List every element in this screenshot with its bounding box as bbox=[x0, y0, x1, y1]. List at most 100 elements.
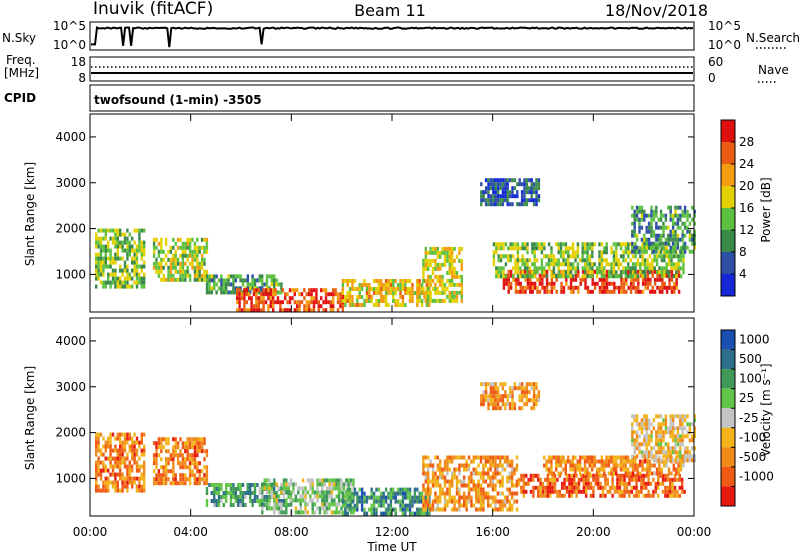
power-cell bbox=[107, 240, 110, 245]
velocity-cell bbox=[491, 459, 495, 464]
velocity-cell bbox=[633, 414, 636, 419]
power-cell bbox=[691, 241, 694, 246]
velocity-cell bbox=[205, 487, 209, 491]
velocity-cell bbox=[265, 483, 269, 487]
velocity-cell bbox=[532, 485, 535, 490]
power-cell bbox=[637, 285, 640, 290]
velocity-cell bbox=[686, 446, 689, 451]
power-cell bbox=[586, 285, 590, 290]
velocity-cell bbox=[627, 467, 630, 472]
velocity-colorbar-tick-label: -100 bbox=[739, 430, 766, 444]
power-cell bbox=[436, 278, 439, 283]
velocity-cell bbox=[460, 495, 463, 500]
velocity-cell bbox=[443, 503, 447, 508]
velocity-cell bbox=[249, 499, 252, 503]
velocity-cell bbox=[174, 481, 177, 486]
velocity-cell bbox=[404, 495, 407, 500]
power-cell bbox=[547, 242, 551, 247]
power-cell bbox=[424, 262, 427, 267]
power-cell bbox=[140, 256, 143, 261]
power-cell bbox=[537, 198, 541, 203]
velocity-cell bbox=[506, 475, 509, 480]
power-cell bbox=[455, 298, 459, 303]
velocity-cell bbox=[623, 477, 626, 482]
power-cell bbox=[588, 270, 592, 275]
power-cell bbox=[243, 296, 246, 301]
power-cell bbox=[683, 209, 687, 214]
velocity-cell bbox=[678, 477, 681, 482]
velocity-cell bbox=[99, 472, 103, 477]
power-cell bbox=[418, 291, 421, 295]
power-cell bbox=[659, 209, 663, 214]
velocity-cell bbox=[638, 426, 641, 431]
velocity-cell bbox=[441, 467, 444, 472]
velocity-cell bbox=[160, 437, 163, 442]
power-cell bbox=[126, 236, 129, 241]
velocity-cell bbox=[610, 459, 613, 464]
velocity-cell bbox=[382, 503, 385, 508]
velocity-cell bbox=[616, 485, 619, 490]
power-cell bbox=[293, 300, 296, 305]
power-cell bbox=[505, 281, 508, 286]
power-cell bbox=[655, 254, 659, 259]
velocity-cell bbox=[532, 398, 536, 403]
velocity-cell bbox=[258, 499, 261, 503]
power-cell bbox=[261, 278, 264, 283]
power-cell bbox=[631, 213, 634, 218]
power-cell bbox=[119, 280, 122, 285]
velocity-cell bbox=[123, 464, 127, 469]
velocity-cell bbox=[309, 482, 312, 487]
velocity-cell bbox=[389, 499, 393, 504]
velocity-cell bbox=[577, 481, 581, 486]
velocity-cell bbox=[472, 503, 475, 508]
velocity-cell bbox=[484, 398, 488, 403]
power-cell bbox=[501, 182, 505, 187]
velocity-cell bbox=[420, 507, 424, 512]
power-cell bbox=[645, 237, 648, 242]
velocity-cell bbox=[353, 491, 357, 496]
velocity-cell bbox=[600, 463, 603, 468]
velocity-cell bbox=[140, 488, 143, 493]
power-cell bbox=[99, 236, 103, 241]
power-cell bbox=[693, 213, 696, 218]
velocity-cell bbox=[335, 494, 338, 499]
power-cell bbox=[460, 282, 463, 287]
velocity-cell bbox=[661, 489, 665, 494]
velocity-cell bbox=[455, 467, 459, 472]
velocity-cell bbox=[653, 463, 656, 468]
power-cell bbox=[111, 280, 115, 285]
velocity-cell bbox=[628, 493, 631, 498]
power-cell bbox=[99, 268, 103, 273]
power-cell bbox=[598, 266, 601, 271]
velocity-cell bbox=[384, 511, 388, 516]
velocity-cell bbox=[446, 463, 449, 468]
velocity-cell bbox=[309, 498, 312, 503]
power-cell bbox=[656, 285, 659, 290]
velocity-cell bbox=[337, 498, 341, 503]
power-cell bbox=[691, 205, 694, 210]
power-cell bbox=[121, 272, 124, 277]
power-cell bbox=[574, 250, 577, 255]
power-cell bbox=[615, 262, 618, 267]
power-cell bbox=[492, 262, 496, 267]
velocity-cell bbox=[337, 482, 341, 487]
power-cell bbox=[451, 266, 454, 271]
power-cell bbox=[102, 248, 105, 253]
power-cell bbox=[495, 246, 498, 251]
power-cell bbox=[550, 277, 554, 282]
power-cell bbox=[550, 289, 554, 294]
velocity-cell bbox=[341, 499, 345, 504]
velocity-cell bbox=[648, 467, 651, 472]
power-cell bbox=[520, 194, 524, 199]
power-cell bbox=[394, 279, 397, 283]
velocity-cell bbox=[434, 475, 437, 480]
velocity-cell bbox=[479, 491, 483, 496]
power-cell bbox=[675, 285, 678, 290]
power-cell bbox=[682, 266, 685, 271]
power-cell bbox=[404, 291, 407, 295]
velocity-cell bbox=[309, 486, 312, 491]
power-cell bbox=[674, 221, 677, 226]
power-cell bbox=[107, 248, 110, 253]
power-cell bbox=[560, 269, 563, 274]
power-cell bbox=[128, 276, 131, 281]
